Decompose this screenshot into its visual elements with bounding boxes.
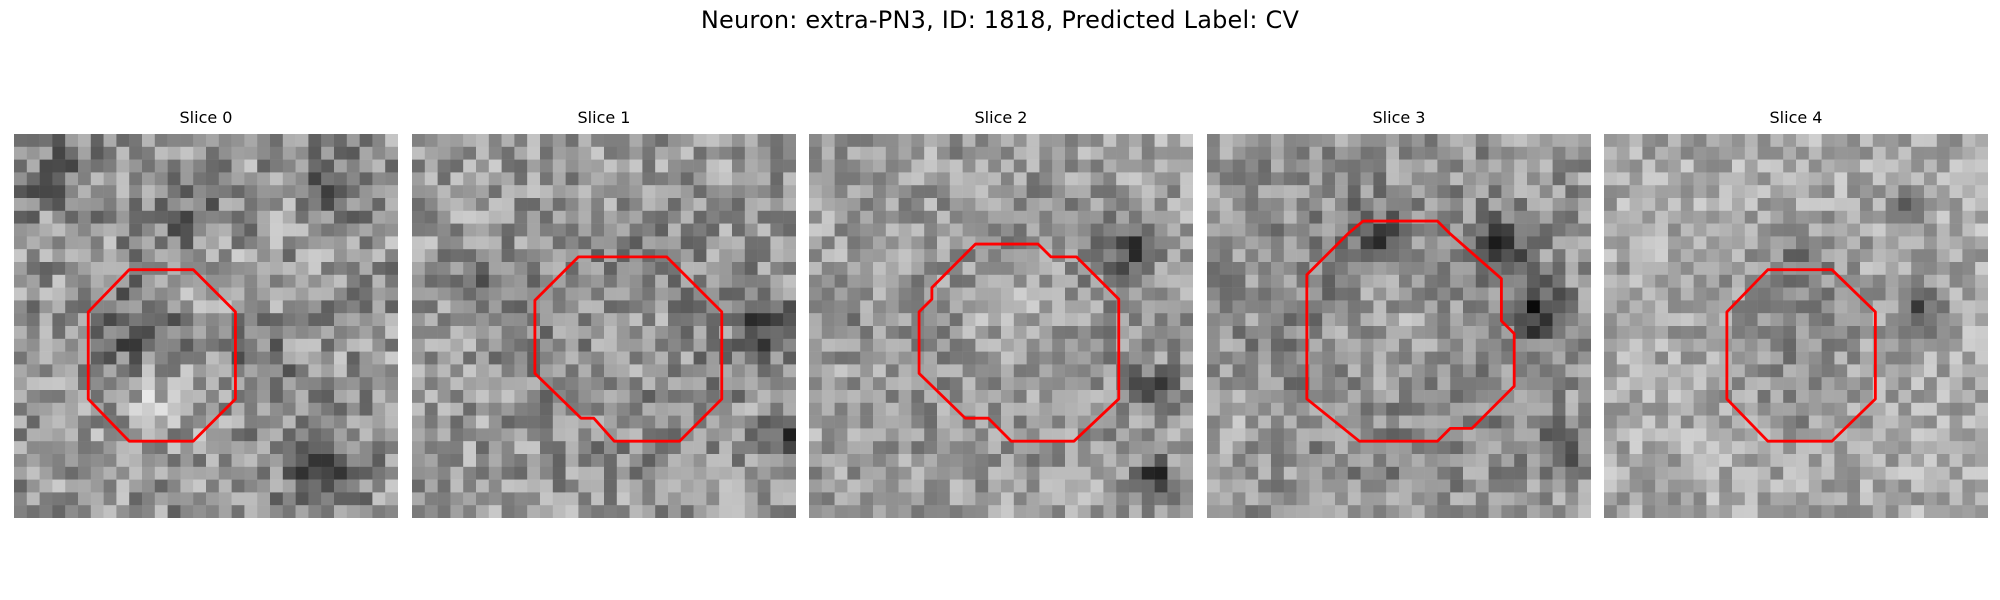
slice-1-roi-contour	[533, 255, 724, 443]
slice-2-roi-contour	[917, 242, 1121, 443]
slice-4-roi-contour	[1725, 268, 1877, 443]
slice-4-title: Slice 4	[1769, 108, 1823, 127]
slice-3-roi-contour	[1305, 219, 1516, 443]
slice-4-image	[1604, 134, 1988, 518]
slice-3-image	[1207, 134, 1591, 518]
slice-1-image	[412, 134, 796, 518]
slice-2-pixels	[809, 134, 1193, 518]
slice-3-pixels	[1207, 134, 1591, 518]
slice-3-title: Slice 3	[1372, 108, 1426, 127]
slice-0-pixels	[14, 134, 398, 518]
slice-0-title: Slice 0	[179, 108, 233, 127]
slice-1-pixels	[412, 134, 796, 518]
slice-2-title: Slice 2	[974, 108, 1028, 127]
slice-1-title: Slice 1	[577, 108, 631, 127]
slice-4-pixels	[1604, 134, 1988, 518]
slice-2-image	[809, 134, 1193, 518]
slice-0-roi-contour	[86, 268, 237, 443]
figure-title: Neuron: extra-PN3, ID: 1818, Predicted L…	[700, 6, 1300, 34]
slice-0-image	[14, 134, 398, 518]
